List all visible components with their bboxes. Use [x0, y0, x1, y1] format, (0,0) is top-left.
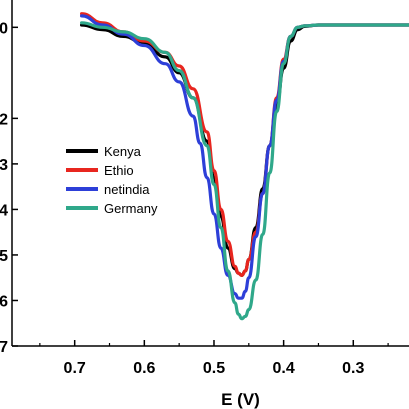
y-tick-label: 5: [0, 248, 8, 265]
x-tick-label: 0.3: [342, 360, 364, 377]
x-tick-label: 0.6: [133, 360, 155, 377]
y-tick-label: 2: [0, 111, 8, 128]
y-tick-label: 4: [0, 202, 8, 219]
plot-area: [80, 12, 409, 321]
legend-label-netindia: netindia: [104, 182, 150, 197]
y-tick-label: 3: [0, 157, 8, 174]
y-tick-label: 7: [0, 339, 8, 356]
x-tick-label: 0.7: [64, 360, 86, 377]
y-tick-label: 0: [0, 20, 8, 37]
series-line-germany: [80, 21, 409, 321]
y-tick-label: 6: [0, 293, 8, 310]
x-axis-title: E (V): [221, 390, 260, 409]
legend: Kenya Ethio netindia Germany: [66, 144, 158, 216]
legend-label-germany: Germany: [104, 201, 158, 216]
legend-label-ethio: Ethio: [104, 163, 134, 178]
x-tick-label: 0.4: [273, 360, 295, 377]
legend-label-kenya: Kenya: [104, 144, 142, 159]
x-tick-label: 0.5: [203, 360, 225, 377]
